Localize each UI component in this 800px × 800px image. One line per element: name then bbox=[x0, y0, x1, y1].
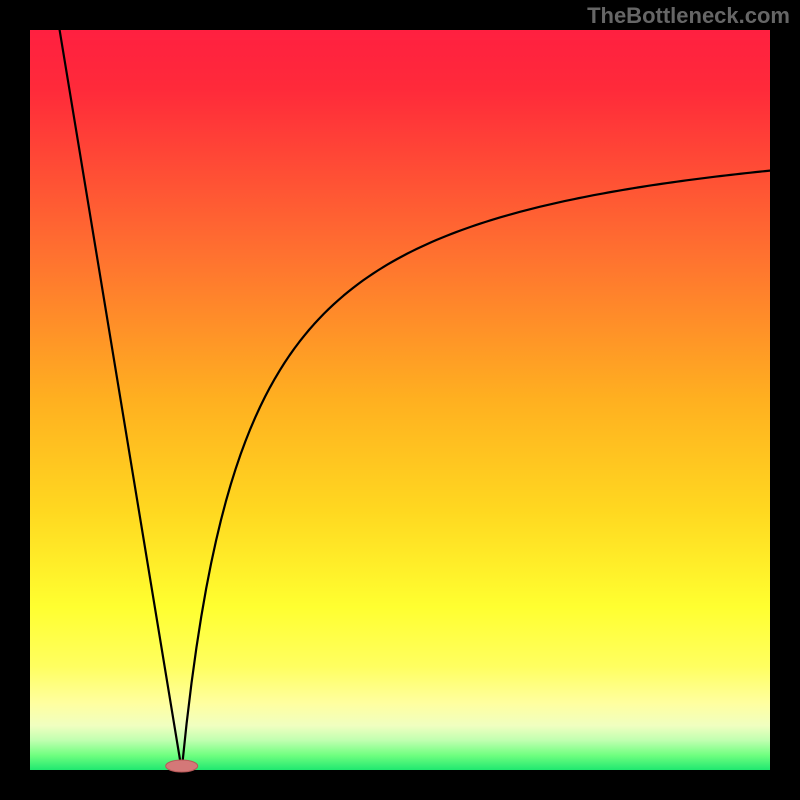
optimal-point-marker bbox=[166, 760, 198, 772]
chart-container: TheBottleneck.com bbox=[0, 0, 800, 800]
bottleneck-chart bbox=[0, 0, 800, 800]
chart-background bbox=[30, 30, 770, 770]
attribution-text: TheBottleneck.com bbox=[587, 3, 790, 29]
